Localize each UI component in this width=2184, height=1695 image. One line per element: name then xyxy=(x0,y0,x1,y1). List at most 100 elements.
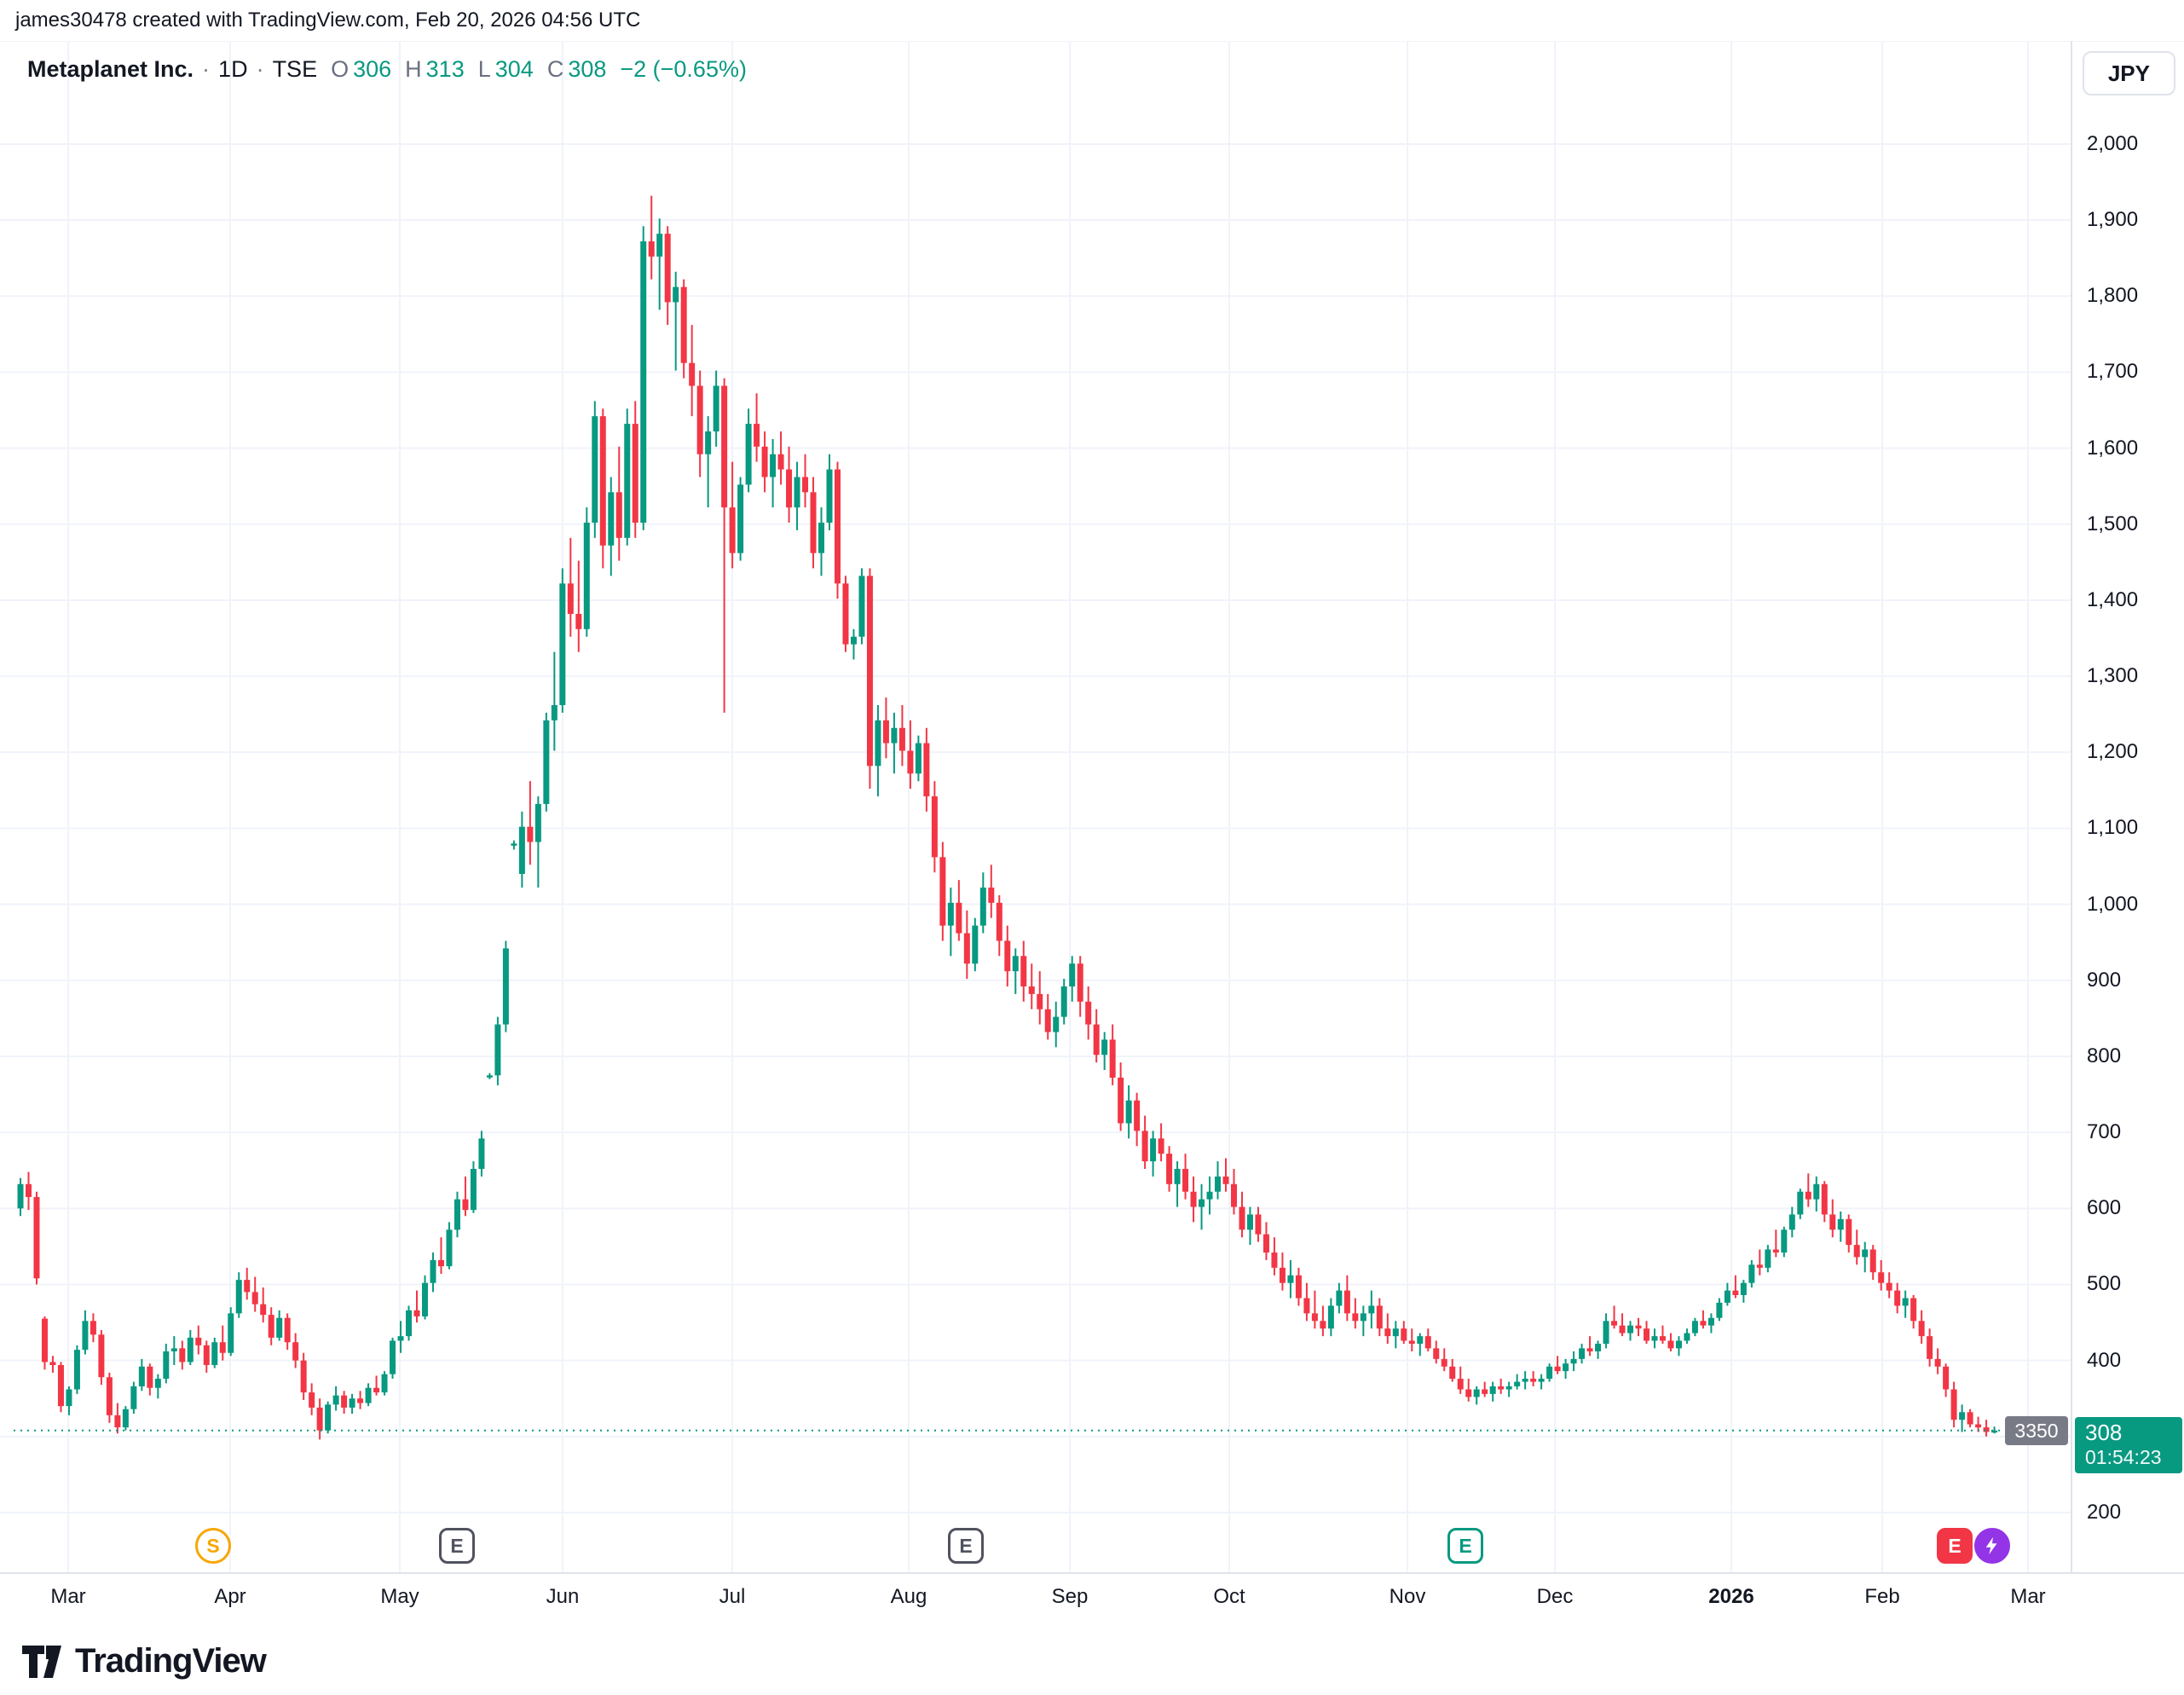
candle xyxy=(1101,1032,1108,1071)
interval-label[interactable]: 1D xyxy=(218,56,248,82)
candle xyxy=(599,408,606,569)
candle xyxy=(1707,1313,1714,1333)
candle xyxy=(341,1391,348,1414)
candle xyxy=(1700,1310,1707,1329)
candle xyxy=(406,1305,413,1341)
time-axis-label: Feb xyxy=(1864,1585,1900,1608)
candle xyxy=(794,461,800,530)
split-marker[interactable]: S xyxy=(195,1528,231,1564)
candle xyxy=(1563,1358,1569,1380)
candle xyxy=(187,1329,194,1366)
candle xyxy=(390,1337,396,1380)
time-axis-label: 2026 xyxy=(1708,1585,1754,1608)
candle xyxy=(777,431,784,485)
candle xyxy=(988,865,995,918)
exchange-label: TSE xyxy=(272,56,318,82)
candle xyxy=(365,1383,372,1407)
symbol-legend: Metaplanet Inc. · 1D · TSE O 306 H 313 L… xyxy=(27,56,747,83)
candle xyxy=(898,705,905,767)
candle xyxy=(1498,1379,1505,1394)
candle xyxy=(583,507,590,637)
candle xyxy=(437,1237,444,1275)
candle xyxy=(656,218,663,310)
candle xyxy=(1902,1290,1909,1318)
candle xyxy=(446,1222,453,1270)
candle xyxy=(1732,1275,1739,1299)
candle xyxy=(1150,1131,1157,1177)
candle xyxy=(1166,1146,1173,1192)
candle xyxy=(1927,1328,1933,1367)
candle xyxy=(1182,1154,1189,1200)
ohlc-high-value: 313 xyxy=(425,56,465,82)
time-axis-label: Sep xyxy=(1051,1585,1089,1608)
candle xyxy=(543,712,550,812)
candle xyxy=(114,1403,121,1434)
candle xyxy=(179,1340,186,1370)
candle xyxy=(1765,1245,1771,1273)
candle xyxy=(228,1307,234,1357)
candle xyxy=(972,917,979,972)
candle xyxy=(551,651,558,751)
candle xyxy=(1295,1267,1302,1306)
candle xyxy=(413,1290,420,1323)
candle xyxy=(1401,1321,1407,1345)
candle xyxy=(1530,1371,1537,1386)
earnings-marker[interactable]: E xyxy=(439,1528,475,1564)
candle xyxy=(1141,1115,1148,1169)
alert-marker[interactable] xyxy=(1974,1528,2010,1564)
candle xyxy=(1991,1426,1998,1434)
tradingview-footer[interactable]: TradingView xyxy=(22,1642,267,1681)
candle xyxy=(866,568,873,790)
price-axis-label: 1,500 xyxy=(2087,512,2139,535)
candle xyxy=(1343,1275,1350,1322)
price-axis-label: 2,000 xyxy=(2087,131,2139,155)
earnings-marker[interactable]: E xyxy=(1447,1528,1483,1564)
candle xyxy=(106,1372,113,1423)
ohlc-close-value: 308 xyxy=(568,56,607,82)
candle xyxy=(1336,1282,1343,1314)
currency-button[interactable]: JPY xyxy=(2082,51,2175,95)
candle xyxy=(907,720,914,790)
candle xyxy=(1586,1336,1593,1357)
candle xyxy=(130,1381,137,1414)
candle xyxy=(559,568,566,713)
candle xyxy=(1950,1381,1957,1428)
candle xyxy=(842,576,849,652)
candle xyxy=(1862,1241,1869,1273)
price-axis[interactable]: 2,000 1,900 1,800 1,700 1,600 1,500 1,400 1,300… xyxy=(2087,0,2184,1573)
candle xyxy=(251,1276,258,1312)
candle xyxy=(518,811,525,888)
candle xyxy=(729,461,736,569)
candle xyxy=(850,628,857,660)
candle xyxy=(478,1131,485,1177)
time-axis-label: Oct xyxy=(1213,1585,1245,1608)
price-axis-label: 1,700 xyxy=(2087,360,2139,384)
candle xyxy=(737,477,744,561)
candle xyxy=(1037,971,1043,1025)
time-axis-label: Dec xyxy=(1536,1585,1574,1608)
candle xyxy=(1368,1290,1375,1329)
candle xyxy=(276,1310,283,1341)
symbol-title[interactable]: Metaplanet Inc. xyxy=(27,56,194,82)
candle xyxy=(82,1310,89,1355)
candle xyxy=(1287,1259,1294,1299)
lightning-icon xyxy=(1985,1536,1997,1555)
earnings-marker[interactable]: E xyxy=(948,1528,984,1564)
candle xyxy=(138,1358,145,1391)
candle xyxy=(939,842,946,941)
time-axis[interactable]: Mar Apr May Jun Jul Aug Sep Oct Nov Dec 2026 Feb Mar xyxy=(0,1584,2184,1613)
candle xyxy=(615,446,622,561)
candle xyxy=(1069,956,1076,1002)
candle xyxy=(1473,1386,1480,1405)
price-axis-label: 1,200 xyxy=(2087,740,2139,764)
candle xyxy=(1651,1328,1658,1349)
tradingview-logo-text: TradingView xyxy=(75,1642,267,1680)
candle xyxy=(1190,1176,1197,1223)
earnings-marker[interactable]: E xyxy=(1937,1528,1973,1564)
candle xyxy=(1134,1092,1141,1147)
candle xyxy=(802,454,809,508)
candle xyxy=(875,705,881,797)
candle xyxy=(754,393,760,462)
